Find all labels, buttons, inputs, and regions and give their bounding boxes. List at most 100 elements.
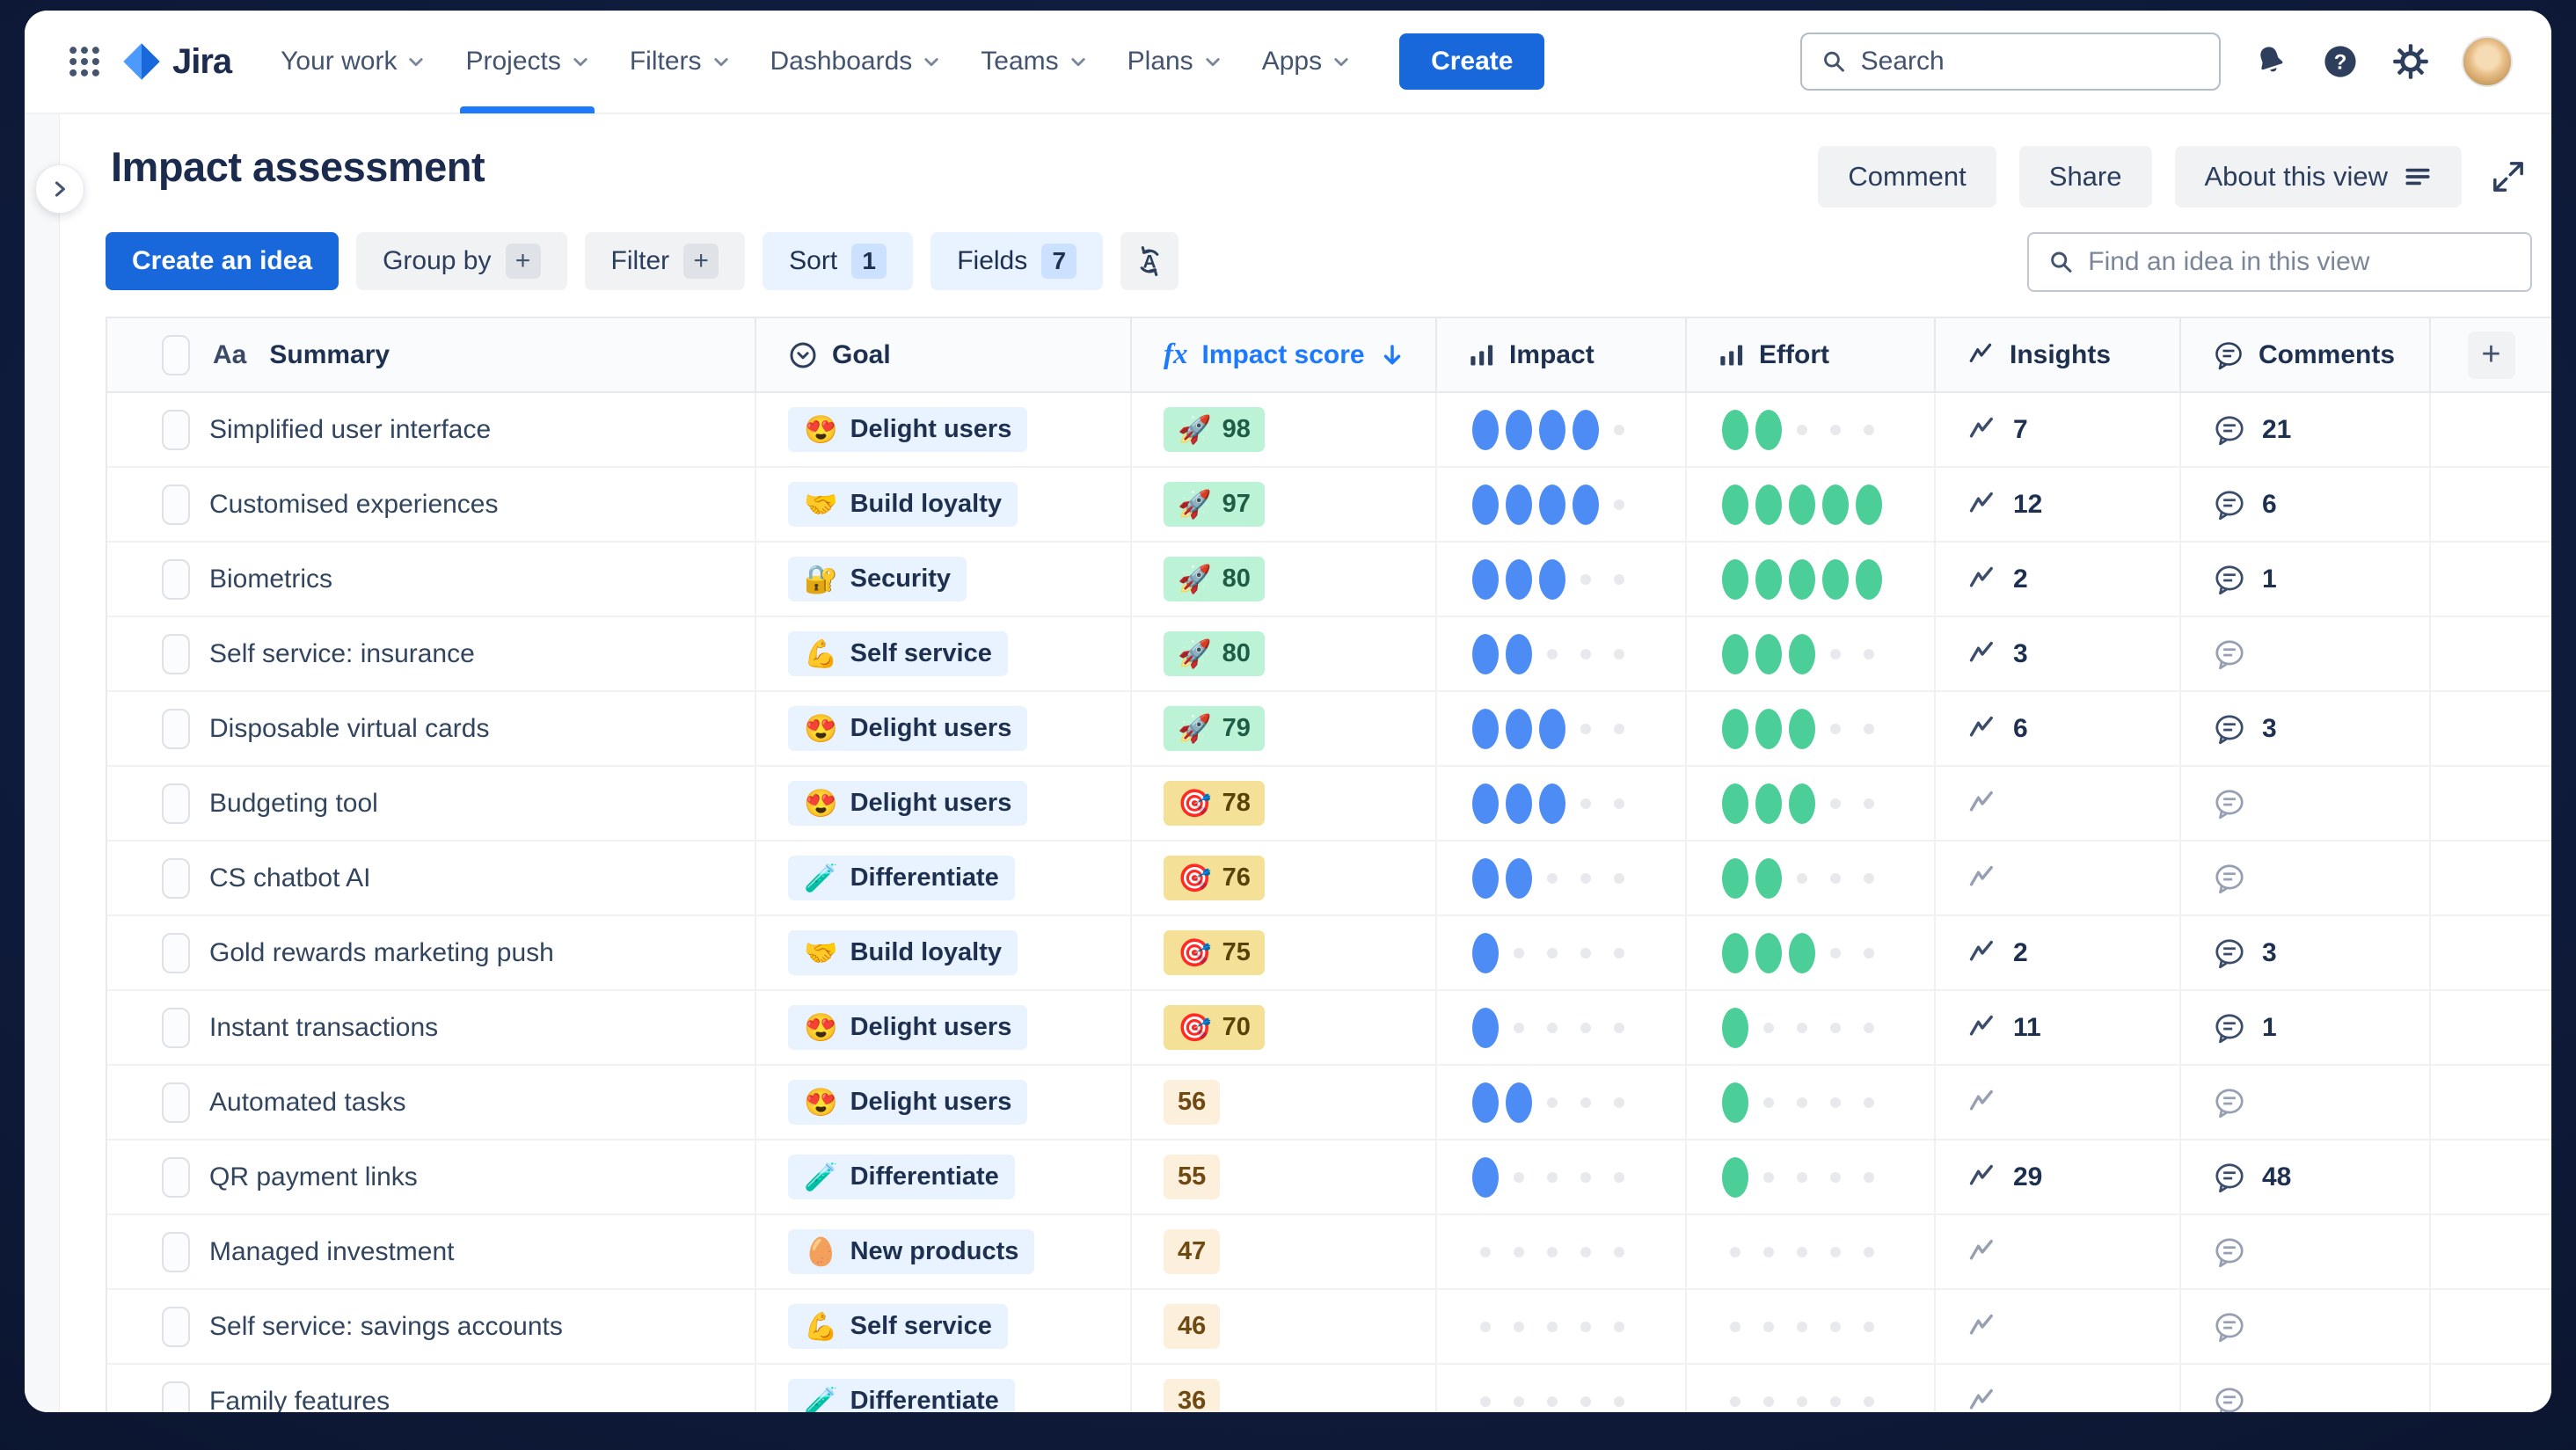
summary-cell[interactable]: Gold rewards marketing push xyxy=(107,916,756,989)
effort-cell[interactable] xyxy=(1687,1140,1936,1213)
insights[interactable]: 12 xyxy=(1967,490,2042,520)
table-row[interactable]: Biometrics 🔐 Security 🚀 80 2 1 xyxy=(107,543,2551,617)
insights[interactable] xyxy=(1967,1312,1997,1342)
table-row[interactable]: Instant transactions 😍 Delight users 🎯 70 11 1 xyxy=(107,991,2551,1066)
table-row[interactable]: Self service: savings accounts 💪 Self serv… xyxy=(107,1290,2551,1365)
row-checkbox[interactable] xyxy=(162,1082,190,1123)
insights-cell[interactable]: 2 xyxy=(1936,543,2181,616)
comments-cell[interactable]: 3 xyxy=(2181,916,2431,989)
insights-cell[interactable]: 2 xyxy=(1936,916,2181,989)
effort-cell[interactable] xyxy=(1687,1215,1936,1288)
find-idea-input[interactable] xyxy=(2088,247,2511,277)
row-checkbox[interactable] xyxy=(162,708,190,749)
impact-score-cell[interactable]: 🚀 80 xyxy=(1132,543,1437,616)
comments-cell[interactable]: 48 xyxy=(2181,1140,2431,1213)
table-row[interactable]: QR payment links 🧪 Differentiate 55 29 48 xyxy=(107,1140,2551,1215)
nav-item-plans[interactable]: Plans xyxy=(1127,11,1222,113)
impact-cell[interactable] xyxy=(1437,1140,1687,1213)
summary-cell[interactable]: Self service: savings accounts xyxy=(107,1290,756,1363)
rating-dots[interactable] xyxy=(1469,783,1636,824)
summary-cell[interactable]: Simplified user interface xyxy=(107,393,756,466)
comments[interactable]: 3 xyxy=(2213,712,2277,746)
comments-cell[interactable]: 3 xyxy=(2181,692,2431,765)
summary-cell[interactable]: Biometrics xyxy=(107,543,756,616)
global-search[interactable] xyxy=(1800,33,2221,91)
impact-cell[interactable] xyxy=(1437,1215,1687,1288)
goal-cell[interactable]: 😍 Delight users xyxy=(756,767,1132,840)
rating-dots[interactable] xyxy=(1469,1007,1636,1048)
goal-pill[interactable]: 🧪 Differentiate xyxy=(788,1155,1015,1199)
insights[interactable] xyxy=(1967,789,1997,819)
rating-dots[interactable] xyxy=(1469,633,1636,674)
impact-cell[interactable] xyxy=(1437,916,1687,989)
row-checkbox[interactable] xyxy=(162,558,190,600)
row-checkbox[interactable] xyxy=(162,1306,190,1347)
goal-pill[interactable]: 😍 Delight users xyxy=(788,706,1028,751)
goal-pill[interactable]: 💪 Self service xyxy=(788,631,1008,676)
goal-cell[interactable]: 🤝 Build loyalty xyxy=(756,468,1132,541)
comments[interactable]: 1 xyxy=(2213,563,2277,596)
column-header-summary[interactable]: Aa Summary xyxy=(107,318,756,391)
goal-pill[interactable]: 🥚 New products xyxy=(788,1229,1035,1274)
effort-cell[interactable] xyxy=(1687,916,1936,989)
nav-item-dashboards[interactable]: Dashboards xyxy=(770,11,941,113)
impact-score-cell[interactable]: 🚀 79 xyxy=(1132,692,1437,765)
comment-button[interactable]: Comment xyxy=(1818,146,1996,208)
effort-cell[interactable] xyxy=(1687,842,1936,914)
settings-gear-icon[interactable] xyxy=(2391,42,2430,81)
goal-pill[interactable]: 🔐 Security xyxy=(788,557,967,601)
insights[interactable]: 7 xyxy=(1967,415,2028,445)
fields-button[interactable]: Fields 7 xyxy=(930,232,1104,290)
effort-cell[interactable] xyxy=(1687,393,1936,466)
select-all-checkbox[interactable] xyxy=(162,334,190,375)
goal-cell[interactable]: 🧪 Differentiate xyxy=(756,1140,1132,1213)
impact-score-cell[interactable]: 🚀 97 xyxy=(1132,468,1437,541)
impact-score-cell[interactable]: 55 xyxy=(1132,1140,1437,1213)
nav-item-your-work[interactable]: Your work xyxy=(281,11,425,113)
rating-dots[interactable] xyxy=(1719,783,1886,824)
rating-dots[interactable] xyxy=(1469,1321,1636,1332)
effort-cell[interactable] xyxy=(1687,468,1936,541)
rating-dots[interactable] xyxy=(1469,932,1636,973)
impact-score-cell[interactable]: 56 xyxy=(1132,1066,1437,1139)
rating-dots[interactable] xyxy=(1719,1156,1886,1198)
rating-dots[interactable] xyxy=(1469,409,1636,450)
row-checkbox[interactable] xyxy=(162,783,190,824)
table-row[interactable]: Automated tasks 😍 Delight users 56 xyxy=(107,1066,2551,1140)
row-checkbox[interactable] xyxy=(162,633,190,674)
goal-pill[interactable]: 😍 Delight users xyxy=(788,1080,1028,1125)
insights[interactable]: 2 xyxy=(1967,565,2028,594)
goal-cell[interactable]: 😍 Delight users xyxy=(756,1066,1132,1139)
summary-cell[interactable]: Self service: insurance xyxy=(107,617,756,690)
row-checkbox[interactable] xyxy=(162,484,190,525)
table-row[interactable]: Self service: insurance 💪 Self service 🚀 80 3 xyxy=(107,617,2551,692)
user-avatar[interactable] xyxy=(2462,36,2513,87)
goal-cell[interactable]: 💪 Self service xyxy=(756,617,1132,690)
row-checkbox[interactable] xyxy=(162,857,190,899)
comments[interactable] xyxy=(2213,1310,2246,1344)
summary-cell[interactable]: Budgeting tool xyxy=(107,767,756,840)
nav-item-apps[interactable]: Apps xyxy=(1262,11,1350,113)
insights[interactable]: 11 xyxy=(1967,1013,2041,1043)
column-header-effort[interactable]: Effort xyxy=(1687,318,1936,391)
goal-cell[interactable]: 😍 Delight users xyxy=(756,991,1132,1064)
comments[interactable] xyxy=(2213,638,2246,671)
impact-score-cell[interactable]: 🎯 75 xyxy=(1132,916,1437,989)
impact-cell[interactable] xyxy=(1437,617,1687,690)
summary-cell[interactable]: Family features xyxy=(107,1365,756,1412)
summary-cell[interactable]: CS chatbot AI xyxy=(107,842,756,914)
rating-dots[interactable] xyxy=(1469,708,1636,749)
goal-pill[interactable]: 🧪 Differentiate xyxy=(788,1379,1015,1412)
row-checkbox[interactable] xyxy=(162,409,190,450)
effort-cell[interactable] xyxy=(1687,767,1936,840)
expand-sidebar-button[interactable] xyxy=(35,164,84,214)
summary-cell[interactable]: Customised experiences xyxy=(107,468,756,541)
insights[interactable] xyxy=(1967,1088,1997,1118)
impact-cell[interactable] xyxy=(1437,1066,1687,1139)
insights-cell[interactable] xyxy=(1936,1365,2181,1412)
goal-pill[interactable]: 🤝 Build loyalty xyxy=(788,482,1018,527)
summary-cell[interactable]: Instant transactions xyxy=(107,991,756,1064)
comments[interactable] xyxy=(2213,1086,2246,1119)
impact-score-cell[interactable]: 47 xyxy=(1132,1215,1437,1288)
impact-cell[interactable] xyxy=(1437,767,1687,840)
